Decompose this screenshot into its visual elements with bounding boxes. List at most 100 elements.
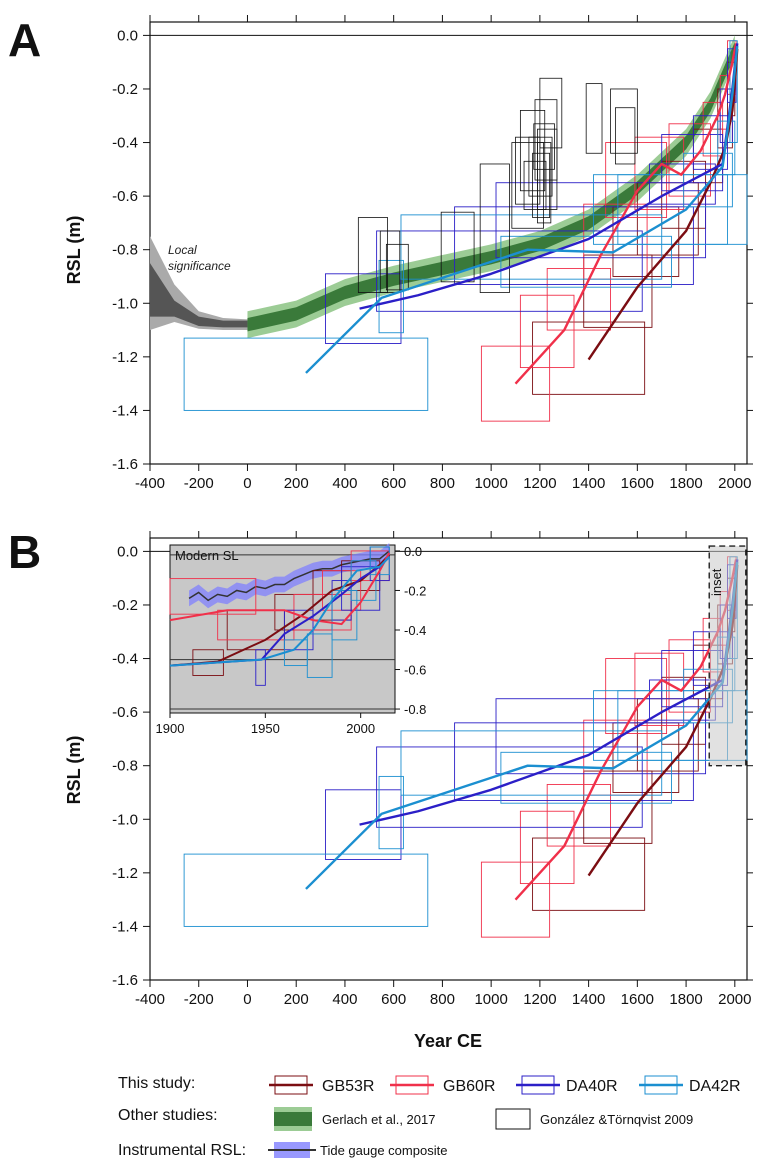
error-box-gb60r [605,142,668,219]
gonzalez-box [532,152,551,218]
y-tick-label: -0.8 [112,758,138,775]
gonzalez-box [511,142,544,229]
y-tick-label: -0.4 [112,135,138,152]
error-box-da42r [378,775,404,850]
legend: This study: Other studies: Instrumental … [118,1075,741,1159]
y-tick-label: -1.2 [112,349,138,366]
error-box-da42r [183,337,429,411]
inset-error-box-da42r [369,546,390,576]
x-tick-label: 200 [284,991,309,1008]
gonzalez-box [533,123,555,170]
error-box-gb60r [480,345,551,422]
inset-region-label: inset [709,568,724,596]
error-box-da42r [400,730,663,796]
inset-x-tick-label: 1900 [156,721,185,736]
legend-label-gonzalez: González &Törnqvist 2009 [540,1112,693,1127]
x-tick-label: 1200 [523,991,556,1008]
y-tick-label: -0.6 [112,188,138,205]
x-tick-label: -400 [135,991,165,1008]
x-tick-label: 0 [243,991,251,1008]
error-box-da42r [400,214,663,280]
panel-b-ylabel: RSL (m) [64,736,84,805]
panel-b-content: -400 -200 0 200 400 600 800 1000 1200 1400 1600 180… [112,531,753,1008]
error-box-da40r [324,273,402,344]
legend-label-gerlach: Gerlach et al., 2017 [322,1112,435,1127]
inset-y-tick-label: 0.0 [404,544,422,559]
gonzalez-box [528,136,553,197]
error-box-da40r [324,789,402,860]
error-box-da40r [454,206,694,285]
error-box-gb60r [546,783,611,847]
gonzalez-box [585,83,603,154]
x-tick-label: 2000 [718,475,751,492]
x-tick-label: 1200 [523,475,556,492]
legend-item-da40r: DA40R [516,1075,618,1095]
inset-y-tick-label: -0.6 [404,663,426,678]
legend-this-study-label: This study: [118,1075,195,1092]
error-box-gb60r [546,267,611,331]
x-tick-label: 600 [381,475,406,492]
inset-x-tick-label: 2000 [346,721,375,736]
x-tick-label: 1400 [572,991,605,1008]
x-tick-label: 0 [243,475,251,492]
legend-item-gonzalez: González &Törnqvist 2009 [495,1108,693,1130]
y-tick-label: -1.4 [112,918,138,935]
annotation-local: Local [168,243,197,257]
panel-a-content: -400 -200 0 200 400 600 800 1000 1200 1400 1600 180… [112,15,753,492]
x-tick-label: -200 [184,475,214,492]
error-box-da40r [649,163,716,205]
y-tick-label: -1.6 [112,972,138,989]
error-box-da40r [376,746,643,828]
error-box-da42r [378,259,404,334]
gonzalez-box [610,88,638,154]
panel-b: -400 -200 0 200 400 600 800 1000 1200 1400 1600 180… [112,531,753,1008]
error-box-gb60r [480,861,551,938]
inset-region-outline [708,545,747,767]
panel-a: -400 -200 0 200 400 600 800 1000 1200 1400 1600 180… [112,15,753,492]
x-tick-label: 800 [430,991,455,1008]
inset-series-da40r [169,556,390,667]
panel-letter-b: B [8,526,41,578]
legend-item-gerlach: Gerlach et al., 2017 [274,1107,435,1131]
inset-y-tick-label: -0.2 [404,583,426,598]
tide-gauge-band [189,543,390,609]
legend-label-gb60r: GB60R [443,1078,495,1095]
x-tick-label: 1400 [572,475,605,492]
panel-b-xlabel: Year CE [414,1031,482,1051]
local-band-inner [150,263,248,328]
inset-error-box-da42r [331,590,358,641]
gonzalez-box [539,77,563,149]
inset-error-box-gb60r [169,578,257,615]
legend-item-gb60r: GB60R [390,1075,495,1095]
y-tick-label: -1.6 [112,456,138,473]
inset-chart: Modern SL 1900 1950 2000 0.0 -0.2 -0.4 -0.6 -0.8 [156,543,426,736]
x-tick-label: 400 [332,475,357,492]
error-box-gb53r [532,837,646,911]
legend-item-gb53r: GB53R [269,1075,374,1095]
x-tick-label: 400 [332,991,357,1008]
error-box-da42r [717,120,736,176]
inset-region [709,546,746,766]
y-tick-label: -1.0 [112,811,138,828]
x-tick-label: 2000 [718,991,751,1008]
gonzalez-box [479,163,510,293]
inset-series-gb60r [169,552,391,626]
x-tick-label: 1600 [621,991,654,1008]
legend-item-tide: Tide gauge composite [268,1142,447,1158]
legend-label-da42r: DA42R [689,1078,741,1095]
x-tick-label: 1600 [621,475,654,492]
gonzalez-box [537,128,558,210]
gonzalez-box [440,211,475,283]
y-tick-label: -1.2 [112,865,138,882]
panel-letter-a: A [8,14,41,66]
x-tick-label: 600 [381,991,406,1008]
legend-item-da42r: DA42R [639,1075,741,1095]
inset-series-da42r [169,556,390,667]
error-box-da42r [729,40,738,143]
y-tick-label: -1.0 [112,295,138,312]
x-tick-label: 800 [430,475,455,492]
annotation-significance: significance [168,259,231,273]
legend-swatch-gonzalez [495,1108,531,1130]
y-tick-label: -0.8 [112,242,138,259]
